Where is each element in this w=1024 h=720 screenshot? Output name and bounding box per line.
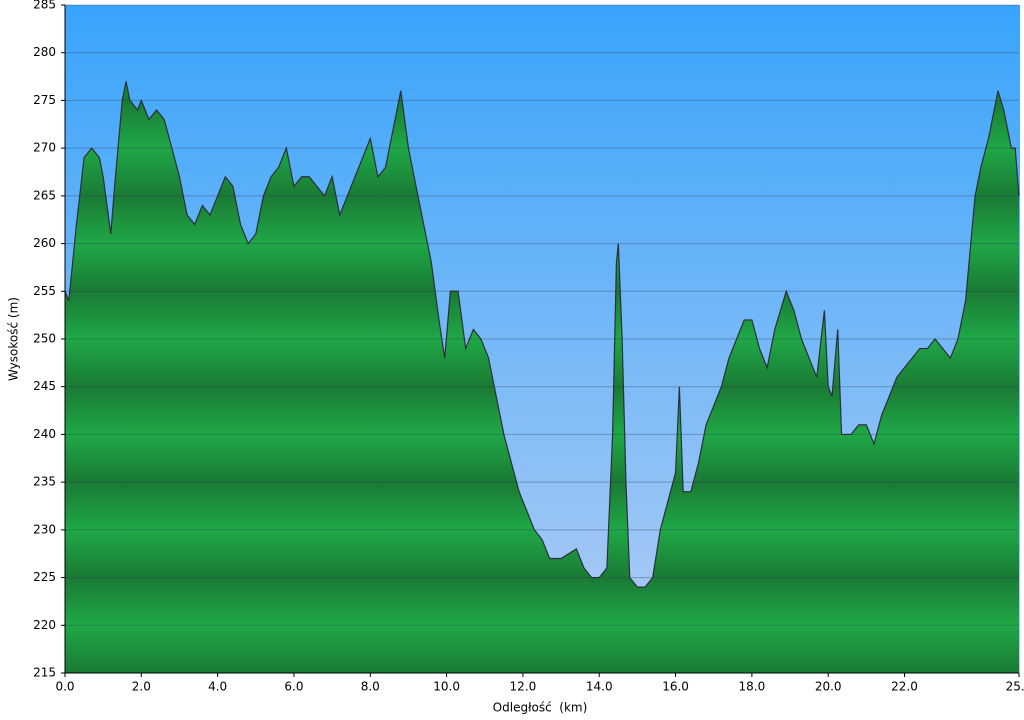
x-tick-label: 22.0 xyxy=(891,680,918,694)
y-axis-label: Wysokość (m) xyxy=(7,297,21,381)
x-tick-label: 18.0 xyxy=(739,680,766,694)
y-tick-label: 265 xyxy=(33,188,56,202)
y-tick-label: 220 xyxy=(33,618,56,632)
x-tick-label: 8.0 xyxy=(361,680,380,694)
y-tick-label: 285 xyxy=(33,0,56,12)
x-tick-label: 4.0 xyxy=(208,680,227,694)
x-tick-label: 20.0 xyxy=(815,680,842,694)
y-tick-label: 260 xyxy=(33,236,56,250)
y-tick-label: 230 xyxy=(33,522,56,536)
y-tick-label: 245 xyxy=(33,379,56,393)
y-tick-label: 280 xyxy=(33,45,56,59)
x-axis-label: Odległość (km) xyxy=(493,701,588,715)
x-tick-label: 0.0 xyxy=(55,680,74,694)
x-tick-label: 16.0 xyxy=(662,680,689,694)
y-tick-label: 250 xyxy=(33,332,56,346)
x-tick-label: 6.0 xyxy=(284,680,303,694)
x-tick-label: 25.0 xyxy=(1006,680,1024,694)
y-tick-label: 225 xyxy=(33,570,56,584)
x-tick-label: 2.0 xyxy=(132,680,151,694)
x-tick-label: 12.0 xyxy=(510,680,537,694)
x-tick-label: 10.0 xyxy=(433,680,460,694)
y-tick-label: 270 xyxy=(33,141,56,155)
elevation-line xyxy=(64,81,1020,588)
elevation-area xyxy=(65,81,1019,674)
y-tick-label: 215 xyxy=(33,666,56,680)
y-tick-label: 255 xyxy=(33,284,56,298)
y-tick-label: 235 xyxy=(33,475,56,489)
y-tick-label: 275 xyxy=(33,93,56,107)
y-tick-label: 240 xyxy=(33,427,56,441)
x-tick-label: 14.0 xyxy=(586,680,613,694)
